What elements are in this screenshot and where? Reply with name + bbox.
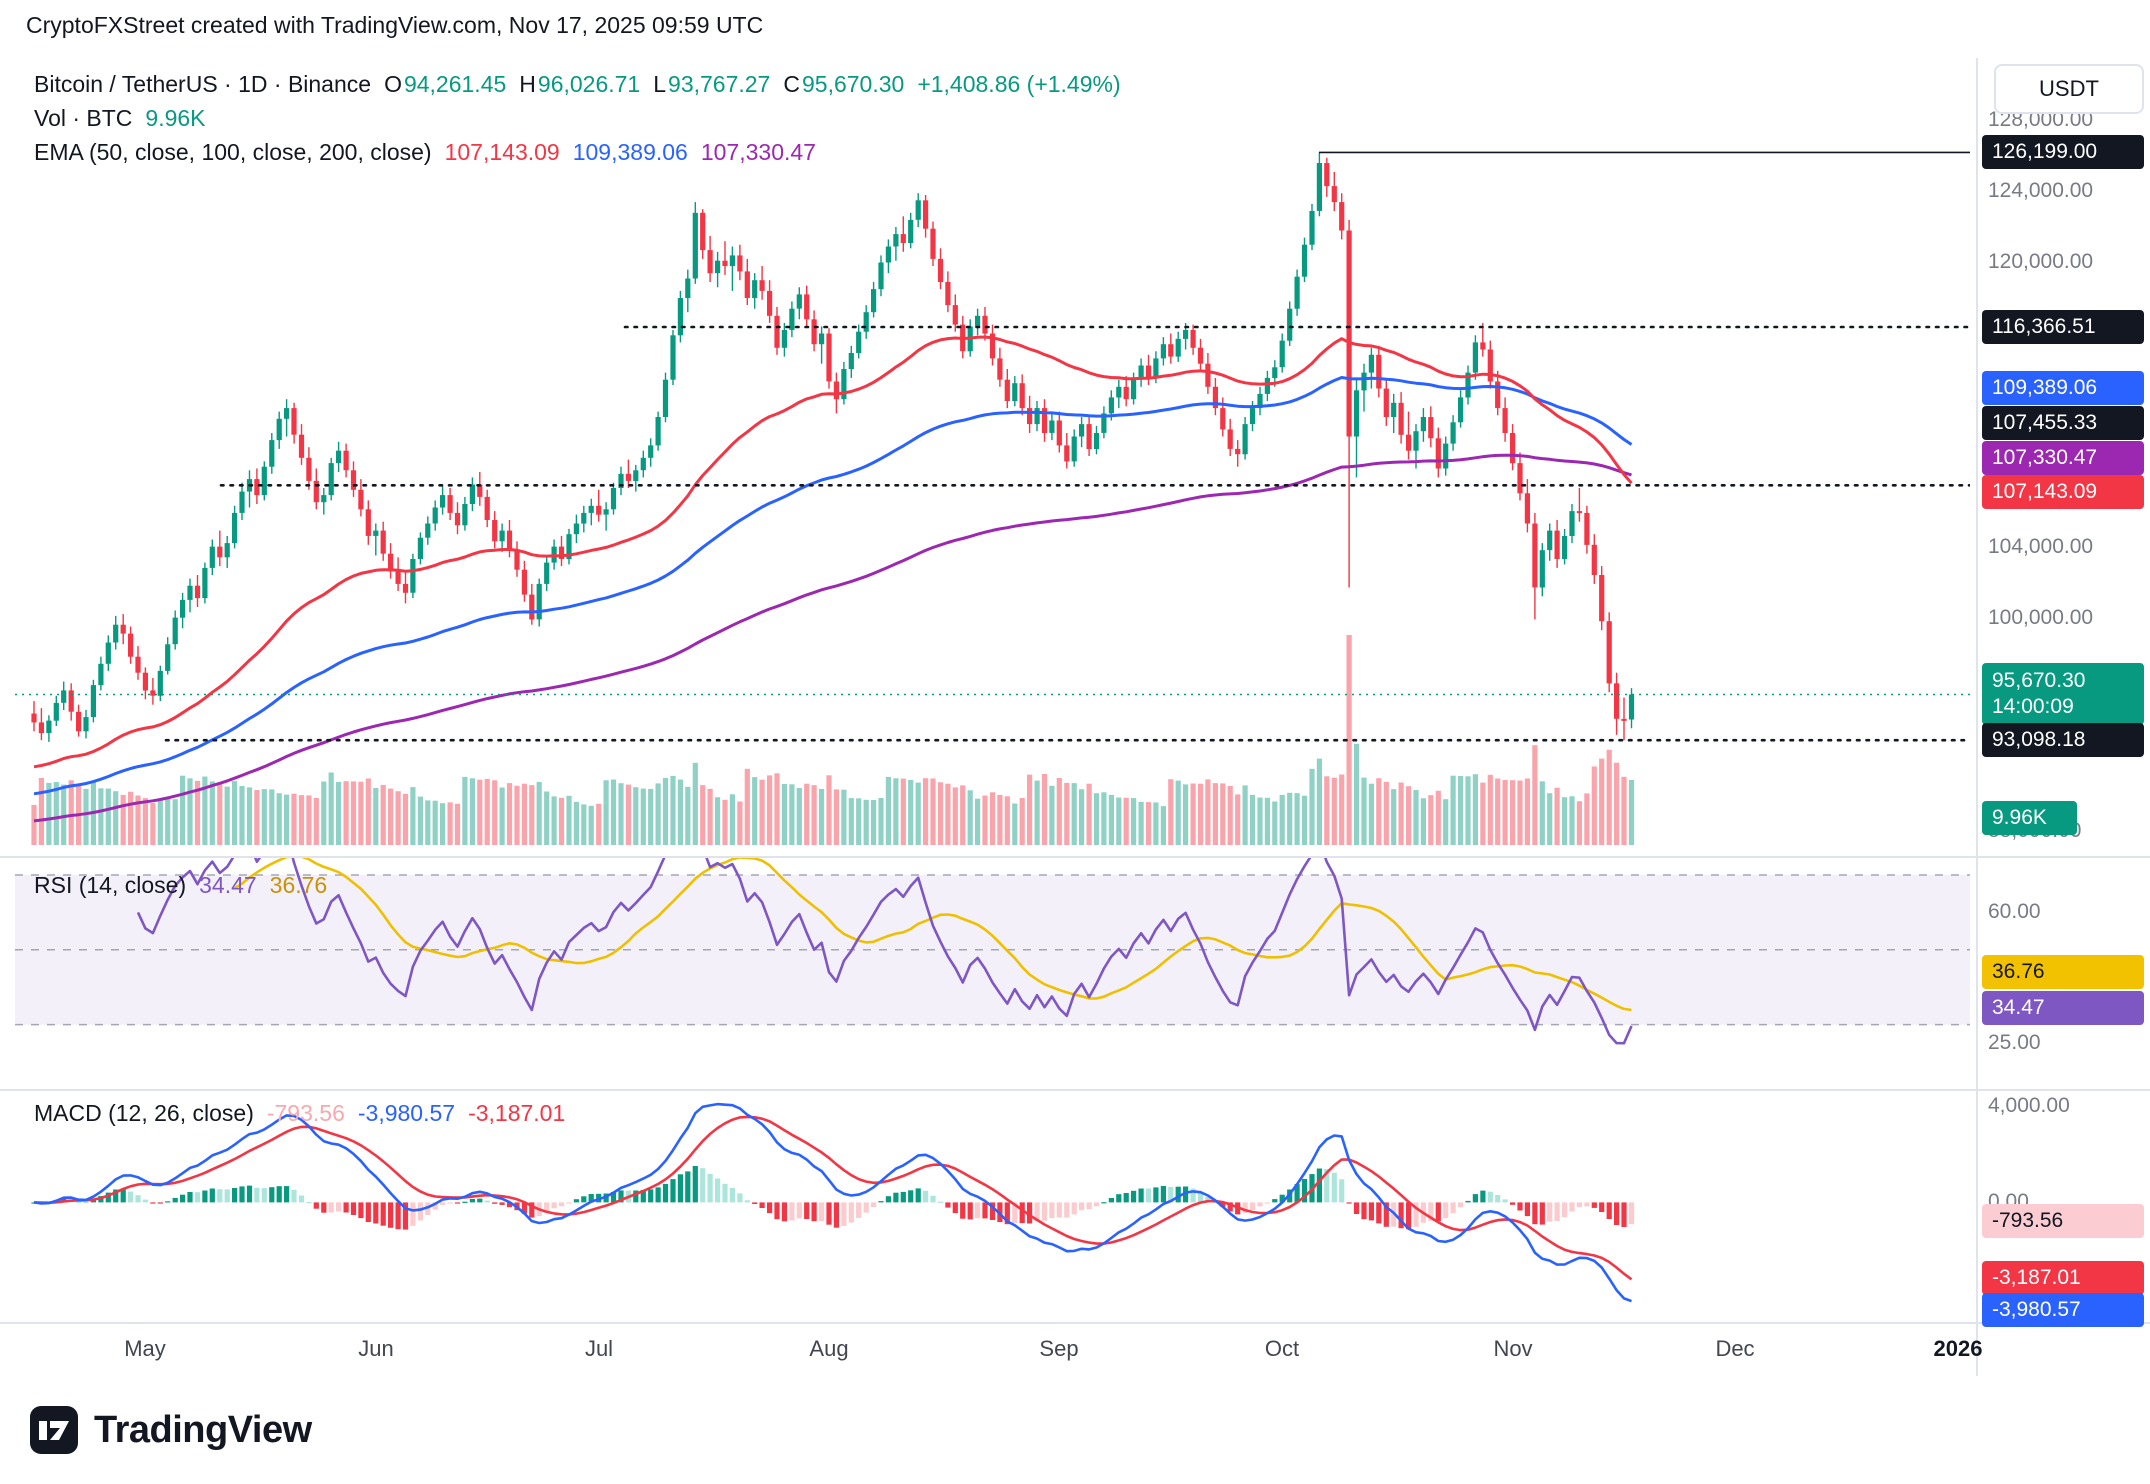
- macd-legend-row[interactable]: MACD (12, 26, close) -793.56 -3,980.57 -…: [34, 1100, 565, 1127]
- price-axis-box: 34.47: [1982, 991, 2144, 1025]
- ohlc-open: O 94,261.45: [384, 71, 507, 97]
- price-axis-box: 107,330.47: [1982, 441, 2144, 475]
- divider-main-rsi: [0, 856, 2150, 858]
- time-axis-label: Aug: [809, 1336, 849, 1361]
- price-axis-box: -793.56: [1982, 1204, 2144, 1238]
- ema-label: EMA (50, close, 100, close, 200, close): [34, 139, 432, 165]
- axis-gridline-label: 120,000.00: [1988, 250, 2094, 273]
- tradingview-brand-text: TradingView: [94, 1408, 312, 1451]
- macd-hist-value: -793.56: [266, 1100, 345, 1126]
- ema100-value: 109,389.06: [572, 139, 688, 165]
- rsi-ma-value: 36.76: [269, 872, 328, 898]
- macd-signal-value: -3,187.01: [468, 1100, 566, 1126]
- price-axis-box: -3,980.57: [1982, 1293, 2144, 1327]
- axis-gridline-label: 4,000.00: [1988, 1094, 2070, 1117]
- divider-macd-timeaxis: [0, 1322, 2150, 1324]
- time-axis-label: Nov: [1493, 1336, 1533, 1361]
- tradingview-brand[interactable]: TradingView: [30, 1406, 312, 1454]
- ema-legend-row[interactable]: EMA (50, close, 100, close, 200, close) …: [34, 139, 816, 166]
- rsi-legend-row[interactable]: RSI (14, close) 34.47 36.76: [34, 872, 327, 899]
- divider-price-axis: [1976, 58, 1978, 1376]
- price-axis-box: 126,199.00: [1982, 135, 2144, 169]
- ohlc-close: C 95,670.30: [783, 71, 905, 97]
- price-axis-box: 116,366.51: [1982, 310, 2144, 344]
- time-axis-label: 2026: [1933, 1336, 1983, 1361]
- price-axis-box: -3,187.01: [1982, 1261, 2144, 1295]
- page-title: CryptoFXStreet created with TradingView.…: [26, 12, 764, 38]
- change-value: +1,408.86 (+1.49%): [917, 71, 1121, 97]
- time-axis-label: Dec: [1715, 1336, 1755, 1361]
- time-axis-label: Oct: [1264, 1336, 1300, 1361]
- volume-label: Vol · BTC: [34, 105, 133, 131]
- price-axis-box: 95,670.30 14:00:09: [1982, 663, 2144, 725]
- time-axis-label: Jun: [358, 1336, 394, 1361]
- ema50-value: 107,143.09: [444, 139, 560, 165]
- time-axis-label: Jul: [584, 1336, 614, 1361]
- rsi-value: 34.47: [199, 872, 257, 898]
- symbol-title[interactable]: Bitcoin / TetherUS · 1D · Binance: [34, 71, 372, 97]
- axis-gridline-label: 60.00: [1988, 900, 2041, 923]
- ohlc-high: H 96,026.71: [519, 71, 641, 97]
- volume-legend-row[interactable]: Vol · BTC 9.96K: [34, 105, 206, 132]
- rsi-label: RSI (14, close): [34, 872, 187, 898]
- volume-value: 9.96K: [145, 105, 206, 131]
- time-axis-label: May: [124, 1336, 166, 1361]
- macd-label: MACD (12, 26, close): [34, 1100, 254, 1126]
- time-axis-label: Sep: [1039, 1336, 1079, 1361]
- price-axis-box: 36.76: [1982, 955, 2144, 989]
- ohlc-low: L 93,767.27: [653, 71, 771, 97]
- countdown-timer: 14:00:09: [1992, 695, 2074, 718]
- price-axis-box: 107,143.09: [1982, 475, 2144, 509]
- ema200-value: 107,330.47: [700, 139, 816, 165]
- axis-gridline-label: 124,000.00: [1988, 179, 2094, 202]
- divider-rsi-macd: [0, 1089, 2150, 1091]
- main-legend-row[interactable]: Bitcoin / TetherUS · 1D · Binance O 94,26…: [34, 71, 1121, 98]
- tradingview-logo-icon: [30, 1406, 78, 1454]
- axis-gridline-label: 25.00: [1988, 1031, 2041, 1054]
- macd-line-value: -3,980.57: [357, 1100, 456, 1126]
- price-axis-box: 93,098.18: [1982, 723, 2144, 757]
- axis-gridline-label: 104,000.00: [1988, 535, 2094, 558]
- price-axis-box: 107,455.33: [1982, 406, 2144, 440]
- price-axis-box: 9.96K: [1982, 801, 2077, 835]
- currency-button[interactable]: USDT: [1994, 64, 2144, 114]
- price-axis-box: 109,389.06: [1982, 371, 2144, 405]
- axis-gridline-label: 100,000.00: [1988, 606, 2094, 629]
